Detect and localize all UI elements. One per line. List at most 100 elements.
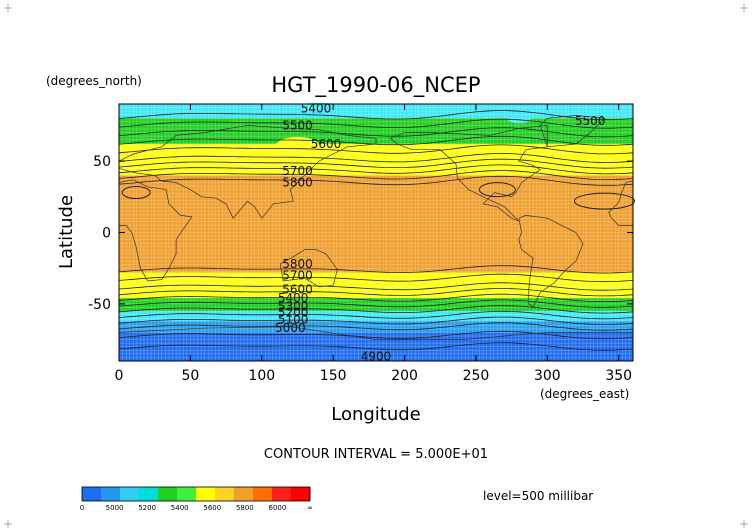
x-tick-label: 50 (181, 368, 199, 384)
colorbar-swatch-4 (158, 487, 178, 501)
y-axis-ticks: 50 0 -50 (88, 154, 633, 313)
contour-line-1 (118, 118, 634, 129)
colorbar-swatch-3 (139, 487, 159, 501)
coastline-1 (118, 179, 193, 282)
contour-line-0 (118, 110, 634, 120)
y-tick-label: -50 (88, 297, 111, 313)
x-tick-label: 350 (605, 368, 632, 384)
contour-label-0: 5400 (301, 101, 332, 115)
colorbar-label-0: 0 (80, 504, 84, 512)
x-tick-label: 150 (320, 368, 347, 384)
coastline-5 (518, 215, 584, 308)
color-legend: 0 5000 5200 5400 5600 5800 6000 ∞ (80, 486, 313, 512)
colorbar-swatch-11 (291, 487, 311, 501)
height-band-6 (119, 286, 633, 299)
level-text: level=500 millibar (483, 489, 593, 503)
contour-label-6: 5800 (282, 257, 313, 271)
colorbar-swatch-6 (196, 487, 216, 501)
contour-line-19 (118, 322, 634, 331)
contour-label-8: 5600 (282, 283, 313, 297)
contour-line-21 (118, 342, 634, 351)
height-band-4 (119, 175, 633, 273)
contour-label-1: 5500 (282, 118, 313, 132)
y-tick-label: 0 (102, 226, 111, 242)
colorbar-swatch-10 (272, 487, 292, 501)
contour-line-6 (118, 158, 634, 169)
x-tick-label: 200 (391, 368, 418, 384)
low-height-cell (506, 113, 531, 124)
coastline-4 (389, 125, 548, 222)
contour-line-20 (118, 330, 634, 340)
crop-marks (4, 4, 748, 528)
contour-label-5: 5800 (282, 176, 313, 190)
colorbar-frame (81, 486, 311, 502)
colorbar-label-3: 5400 (171, 504, 189, 512)
y-tick-label: 50 (93, 154, 111, 170)
x-tick-label: 0 (115, 368, 124, 384)
colorbar-swatch-0 (82, 487, 102, 501)
colorbar-swatch-5 (177, 487, 197, 501)
x-tick-label: 300 (534, 368, 561, 384)
height-band-9 (119, 321, 633, 333)
colorbar-label-1: 5000 (106, 504, 124, 512)
colorbar-swatch-9 (253, 487, 273, 501)
contour-label-13: 5000 (275, 321, 306, 335)
chart-title: HGT_1990-06_NCEP (271, 73, 480, 98)
contour-label-9: 5400 (278, 291, 309, 305)
y-units-label: (degrees_north) (46, 74, 142, 88)
height-band-0 (119, 104, 633, 119)
colorbar-label-5: 5800 (236, 504, 254, 512)
contour-line-5 (118, 152, 634, 163)
contour-label-14: 4900 (361, 350, 392, 364)
contour-high (121, 186, 151, 200)
contour-line-9 (118, 175, 634, 186)
contour-line-17 (118, 310, 634, 320)
x-axis-ticks: 0 50 100 150 200 250 300 350 (115, 104, 632, 384)
coastline-6 (539, 115, 606, 148)
contour-line-16 (118, 305, 634, 314)
contour-line-11 (118, 273, 634, 283)
colorbar-swatch-1 (101, 487, 121, 501)
ridge-cell (275, 136, 320, 157)
height-band-3 (119, 165, 633, 176)
colorbar-swatch-7 (215, 487, 235, 501)
contour-label-4: 5700 (282, 164, 313, 178)
contour-line-10 (118, 265, 634, 274)
colorbar-swatch-2 (120, 487, 140, 501)
contour-label-3: 5600 (311, 137, 342, 151)
contour-line-7 (118, 164, 634, 175)
coastline-0 (118, 125, 377, 219)
colorbar-label-7: ∞ (307, 504, 313, 512)
contour-line-18 (118, 316, 634, 325)
contour-interval-text: CONTOUR INTERVAL = 5.000E+01 (264, 447, 488, 462)
contour-line-4 (118, 144, 634, 155)
contour-line-13 (118, 288, 634, 297)
colorbar-swatch-8 (234, 487, 254, 501)
contour-line-14 (118, 293, 634, 302)
contour-label-10: 5300 (278, 300, 309, 314)
height-band-7 (119, 298, 633, 312)
colorbar-label-6: 6000 (269, 504, 287, 512)
height-band-8 (119, 311, 633, 322)
colorbar-label-4: 5600 (203, 504, 221, 512)
contour-high (573, 192, 635, 210)
y-axis-title: Latitude (56, 195, 77, 269)
x-units-label: (degrees_east) (540, 387, 629, 401)
contour-line-12 (118, 282, 634, 291)
contour-line-15 (118, 299, 634, 308)
contour-label-11: 5200 (278, 305, 309, 319)
contour-lines (118, 110, 635, 351)
height-band-2 (119, 143, 633, 166)
contour-label-12: 5100 (278, 313, 309, 327)
x-tick-label: 250 (463, 368, 490, 384)
coastline-3 (279, 249, 338, 288)
contour-line-8 (118, 170, 634, 180)
contour-high (478, 182, 516, 198)
contour-label-2: 5500 (575, 114, 606, 128)
x-tick-label: 100 (248, 368, 275, 384)
contour-label-7: 5700 (282, 268, 313, 282)
colorbar-label-2: 5200 (138, 504, 156, 512)
x-axis-title: Longitude (331, 404, 421, 425)
